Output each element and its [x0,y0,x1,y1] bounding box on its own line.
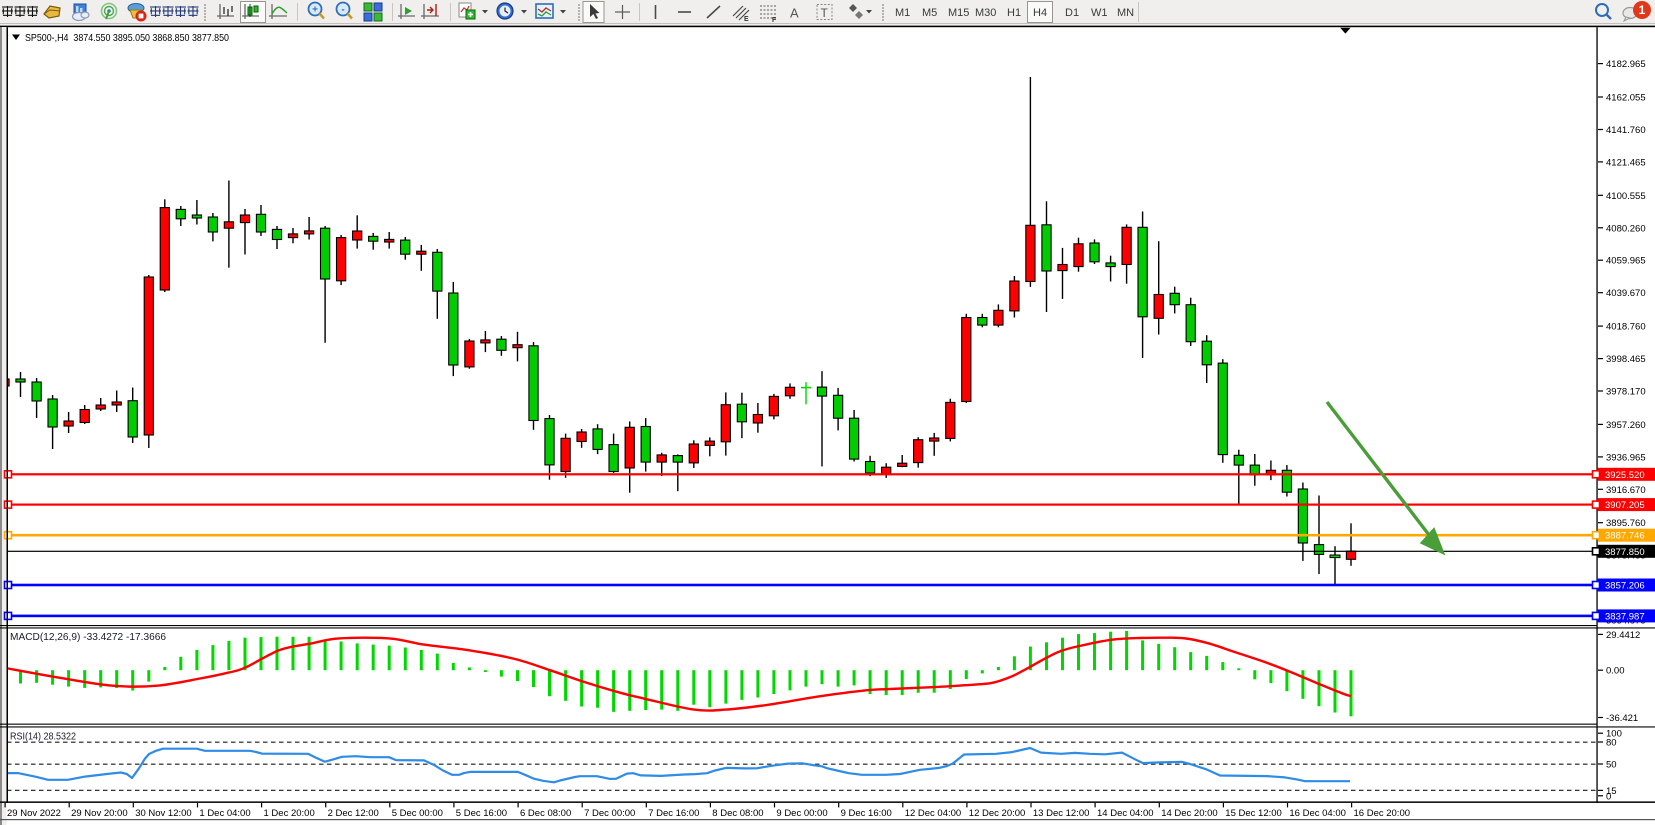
svg-text:4182.965: 4182.965 [1606,59,1646,70]
svg-text:8 Dec 08:00: 8 Dec 08:00 [712,808,763,819]
svg-text:M15: M15 [948,7,969,19]
svg-text:3837.987: 3837.987 [1605,611,1645,622]
svg-text:+: + [312,5,318,16]
svg-text:3978.170: 3978.170 [1606,387,1646,398]
svg-text:3887.746: 3887.746 [1605,531,1645,542]
svg-text:3907.205: 3907.205 [1605,500,1645,511]
svg-text:12 Dec 04:00: 12 Dec 04:00 [905,808,962,819]
svg-text:3925.520: 3925.520 [1605,470,1645,481]
svg-text:6 Dec 08:00: 6 Dec 08:00 [520,808,571,819]
svg-text:14 Dec 20:00: 14 Dec 20:00 [1161,808,1218,819]
svg-text:H1: H1 [1007,7,1021,19]
svg-text:5 Dec 16:00: 5 Dec 16:00 [456,808,507,819]
svg-text:E: E [744,16,749,23]
svg-text:M5: M5 [922,7,937,19]
svg-text:-36.421: -36.421 [1606,713,1638,724]
svg-text:14 Dec 04:00: 14 Dec 04:00 [1097,808,1154,819]
svg-text:1 Dec 20:00: 1 Dec 20:00 [264,808,315,819]
svg-text:3895.760: 3895.760 [1606,518,1646,529]
svg-text:80: 80 [1606,738,1617,749]
svg-text:F: F [772,17,777,24]
svg-text:W1: W1 [1091,7,1108,19]
svg-text:M30: M30 [975,7,996,19]
svg-text:3857.206: 3857.206 [1605,581,1645,592]
svg-text:4080.260: 4080.260 [1606,223,1646,234]
svg-text:5 Dec 00:00: 5 Dec 00:00 [392,808,443,819]
svg-text:1 Dec 04:00: 1 Dec 04:00 [199,808,250,819]
svg-text:16 Dec 20:00: 16 Dec 20:00 [1354,808,1411,819]
svg-text:4018.760: 4018.760 [1606,322,1646,333]
svg-text:29 Nov 20:00: 29 Nov 20:00 [71,808,128,819]
svg-text:A: A [790,6,799,21]
svg-text:16 Dec 04:00: 16 Dec 04:00 [1289,808,1346,819]
svg-text:D1: D1 [1065,7,1079,19]
svg-text:MN: MN [1117,7,1134,19]
svg-text:MACD(12,26,9) -33.4272 -17.366: MACD(12,26,9) -33.4272 -17.3666 [10,632,166,643]
svg-text:3877.850: 3877.850 [1605,547,1645,558]
svg-text:3936.965: 3936.965 [1606,452,1646,463]
svg-text:12 Dec 20:00: 12 Dec 20:00 [969,808,1026,819]
svg-text:15: 15 [1606,786,1617,797]
svg-text:4121.465: 4121.465 [1606,157,1646,168]
svg-text:9 Dec 00:00: 9 Dec 00:00 [776,808,827,819]
svg-text:4100.555: 4100.555 [1606,191,1646,202]
svg-text:9 Dec 16:00: 9 Dec 16:00 [841,808,892,819]
svg-text:4039.670: 4039.670 [1606,288,1646,299]
svg-text:3916.670: 3916.670 [1606,485,1646,496]
svg-text:15 Dec 12:00: 15 Dec 12:00 [1225,808,1282,819]
svg-text:13 Dec 12:00: 13 Dec 12:00 [1033,808,1090,819]
svg-text:H4: H4 [1033,7,1047,19]
svg-text:3998.465: 3998.465 [1606,354,1646,365]
svg-text:4059.965: 4059.965 [1606,256,1646,267]
svg-text:7 Dec 16:00: 7 Dec 16:00 [648,808,699,819]
svg-text:3957.260: 3957.260 [1606,420,1646,431]
svg-text:SP500-,H4 3874.550 3895.050 3: SP500-,H4 3874.550 3895.050 3868.850 387… [25,32,229,44]
svg-text:7 Dec 00:00: 7 Dec 00:00 [584,808,635,819]
svg-text:0.00: 0.00 [1606,666,1625,677]
svg-text:4162.055: 4162.055 [1606,93,1646,104]
svg-text:4141.760: 4141.760 [1606,125,1646,136]
svg-text:29.4412: 29.4412 [1606,630,1640,641]
svg-text:RSI(14) 28.5322: RSI(14) 28.5322 [10,732,76,743]
svg-text:0: 0 [1606,791,1611,802]
svg-text:1: 1 [1639,3,1646,17]
svg-text:2 Dec 12:00: 2 Dec 12:00 [328,808,379,819]
svg-text:50: 50 [1606,760,1617,771]
svg-text:M1: M1 [895,7,910,19]
svg-text:-: - [341,5,344,16]
svg-text:30 Nov 12:00: 30 Nov 12:00 [135,808,192,819]
svg-text:T: T [821,6,829,20]
svg-text:100: 100 [1606,729,1622,740]
svg-text:29 Nov 2022: 29 Nov 2022 [7,808,61,819]
